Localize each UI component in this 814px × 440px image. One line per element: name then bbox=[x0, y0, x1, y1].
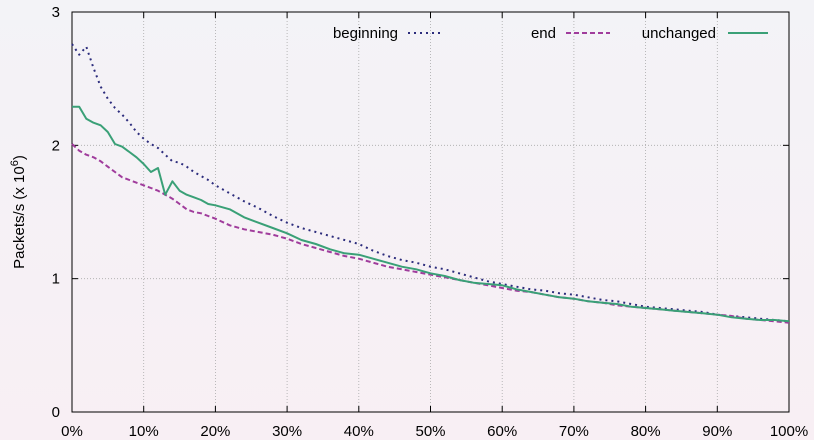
y-tick-label: 3 bbox=[52, 4, 60, 21]
series bbox=[71, 43, 790, 324]
x-tick-label: 10% bbox=[129, 423, 159, 440]
x-axis-tick-labels: 0% 10% 20% 30% 40% 50% 60% 70% 80% 90% 100% bbox=[61, 423, 808, 440]
x-tick-label: 100% bbox=[770, 423, 808, 440]
x-tick-label: 70% bbox=[559, 423, 589, 440]
x-tick-label: 50% bbox=[415, 423, 445, 440]
x-tick-label: 20% bbox=[200, 423, 230, 440]
y-tick-label: 2 bbox=[52, 137, 60, 154]
x-tick-label: 0% bbox=[61, 423, 83, 440]
y-axis-label-close: ) bbox=[11, 155, 28, 160]
legend-label-unchanged: unchanged bbox=[642, 25, 716, 42]
series-line-beginning bbox=[71, 43, 790, 323]
grid bbox=[72, 12, 789, 412]
y-axis-tick-labels: 0 1 2 3 bbox=[52, 4, 60, 421]
y-axis-label: Packets/s (x 106) bbox=[9, 155, 28, 269]
y-axis-label-base: Packets/s (x 10 bbox=[11, 166, 28, 269]
x-tick-label: 90% bbox=[702, 423, 732, 440]
legend-label-end: end bbox=[531, 25, 556, 42]
x-tick-label: 30% bbox=[272, 423, 302, 440]
series-line-unchanged bbox=[72, 105, 790, 323]
y-tick-label: 0 bbox=[52, 404, 60, 421]
x-tick-label: 60% bbox=[487, 423, 517, 440]
axis-ticks bbox=[71, 11, 790, 413]
legend-label-beginning: beginning bbox=[333, 25, 398, 42]
y-axis-label-exponent: 6 bbox=[9, 160, 21, 166]
x-tick-label: 80% bbox=[631, 423, 661, 440]
series-line-end bbox=[71, 143, 790, 324]
legend: beginning end unchanged bbox=[333, 25, 768, 42]
x-tick-label: 40% bbox=[344, 423, 374, 440]
y-tick-label: 1 bbox=[52, 271, 60, 288]
